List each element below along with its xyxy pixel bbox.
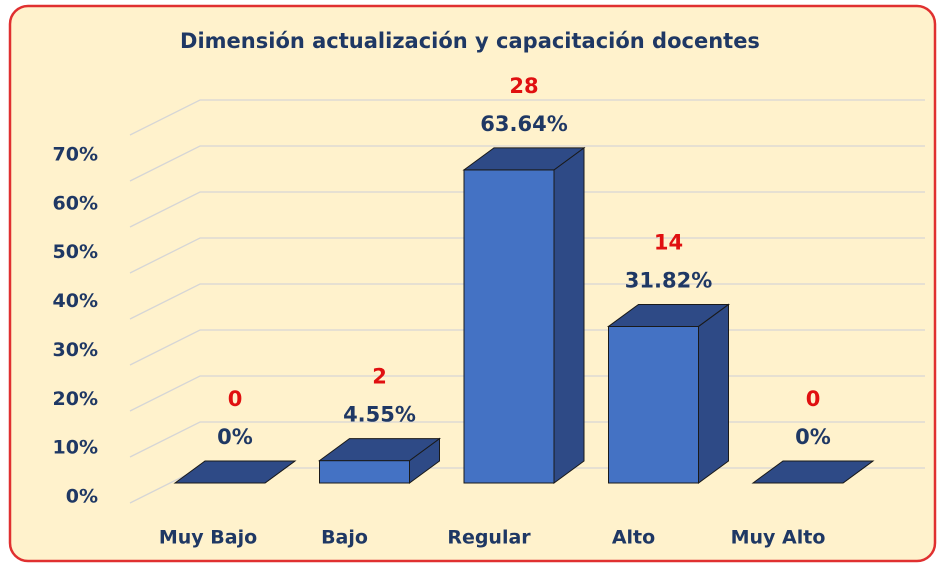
bar xyxy=(173,460,297,484)
chart-title: Dimensión actualización y capacitación d… xyxy=(180,29,760,53)
value-label: 0% xyxy=(217,425,253,449)
value-label: 0% xyxy=(795,425,831,449)
count-label: 14 xyxy=(654,230,683,254)
x-tick-label: Regular xyxy=(447,527,531,549)
x-tick-label: Muy Alto xyxy=(731,527,826,549)
grid-line xyxy=(129,99,925,136)
bar-side xyxy=(698,303,729,484)
grid-line xyxy=(129,191,925,228)
bar xyxy=(462,146,586,484)
y-tick-label: 20% xyxy=(53,388,98,410)
count-label: 0 xyxy=(806,387,821,411)
y-tick-label: 0% xyxy=(66,486,98,508)
bar-top xyxy=(751,460,875,484)
bar-front xyxy=(608,325,699,484)
bar-top xyxy=(606,303,731,327)
y-tick-label: 70% xyxy=(53,143,98,165)
x-tick-label: Bajo xyxy=(321,527,368,549)
grid-line xyxy=(129,283,925,320)
x-tick-label: Muy Bajo xyxy=(159,527,257,549)
bar xyxy=(606,303,731,484)
grid-line xyxy=(129,145,925,182)
x-tick-label: Alto xyxy=(612,527,655,549)
bar-side xyxy=(553,146,585,484)
y-tick-label: 40% xyxy=(53,290,98,312)
bar-top xyxy=(462,147,586,171)
bar-front xyxy=(463,169,555,484)
count-label: 2 xyxy=(372,365,387,389)
value-label: 31.82% xyxy=(625,268,712,292)
bar-top xyxy=(173,460,297,484)
y-tick-label: 50% xyxy=(53,241,98,263)
bar-front xyxy=(319,460,410,484)
value-label: 4.55% xyxy=(343,403,416,427)
y-tick-label: 60% xyxy=(53,192,98,214)
count-label: 28 xyxy=(509,74,538,98)
bar xyxy=(317,437,442,484)
count-label: 0 xyxy=(228,387,243,411)
y-tick-label: 10% xyxy=(53,437,98,459)
grid-line xyxy=(129,237,925,274)
value-label: 63.64% xyxy=(480,112,567,136)
y-tick-label: 30% xyxy=(53,339,98,361)
bar xyxy=(751,460,875,484)
bar-top xyxy=(317,438,442,462)
